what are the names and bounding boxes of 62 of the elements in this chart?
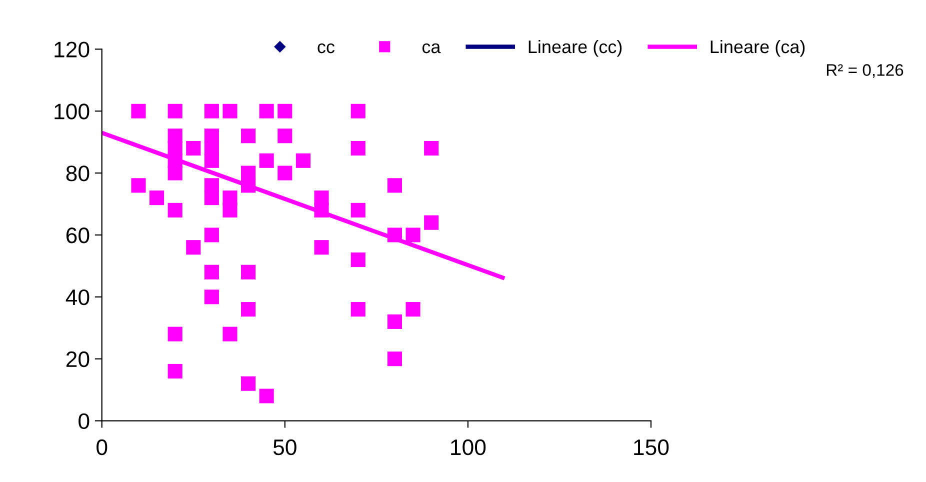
y-tick-label: 60 [66,228,90,244]
point [168,166,182,180]
point [406,228,420,242]
point [131,104,146,118]
y-tick-label: 120 [54,42,90,58]
point [278,104,292,118]
point [149,190,164,206]
point [259,388,274,404]
point [350,202,366,218]
legend-label: Lineare (cc) [528,40,622,57]
point [278,128,292,144]
x-tick-label: 100 [451,439,486,456]
y-tick-label: 20 [66,351,90,368]
point [406,302,420,317]
point [314,202,329,218]
point [222,202,238,218]
point [131,178,146,193]
point [350,140,366,156]
point [387,178,402,193]
x-tick-label: 50 [273,439,296,456]
point [241,302,256,317]
point [222,326,238,342]
point [259,153,274,168]
point [424,215,439,230]
text: R² = 0,126 [826,64,904,78]
legend-label: Lineare (ca) [710,40,805,57]
point [387,228,402,242]
legend-label: cc [318,43,335,54]
point [387,352,402,366]
point [204,190,219,206]
point [278,166,292,180]
point [204,290,219,304]
x-tick-label: 0 [96,439,108,456]
point [204,228,219,242]
legend-label: ca [422,43,441,54]
point [204,264,219,280]
x-tick-label: 150 [634,439,669,456]
y-tick-label: 0 [78,413,90,430]
point [186,240,201,255]
point [186,140,201,156]
point [241,128,256,144]
point [204,153,219,168]
point [350,252,366,268]
y-tick-label: 100 [54,104,90,120]
point [241,264,256,280]
y-tick-label: 80 [66,166,90,182]
point [168,364,182,379]
point [387,314,402,329]
point [204,104,219,118]
point [350,302,366,317]
point [259,104,274,118]
point [296,153,310,168]
point [168,202,182,218]
point [241,178,256,193]
y-tick-label: 40 [66,289,90,306]
point [168,326,182,342]
point [222,104,238,118]
point [168,104,182,118]
point [241,376,256,391]
point [350,104,366,118]
point [424,140,439,156]
point [314,240,329,255]
